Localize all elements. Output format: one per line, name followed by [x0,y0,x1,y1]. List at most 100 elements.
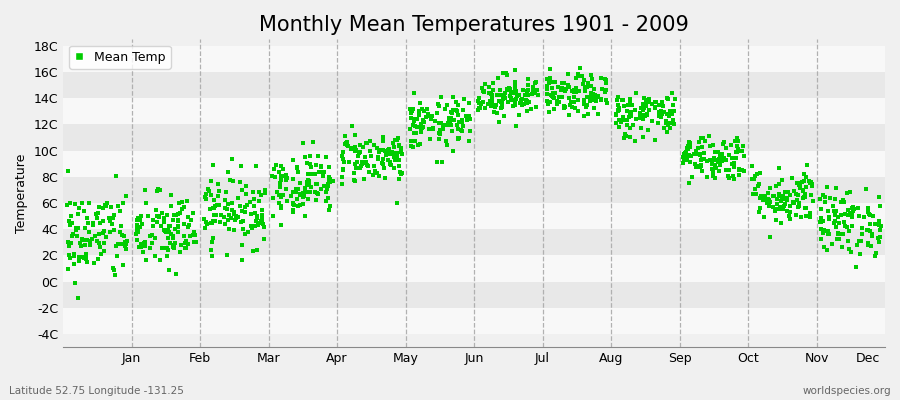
Point [394,170,409,176]
Point [171,223,185,229]
Point [796,178,811,184]
Point [492,119,507,125]
Point [510,92,525,98]
Point [776,192,790,199]
Point [96,240,111,246]
Point [406,106,420,112]
Point [477,88,491,94]
Point [472,105,486,112]
Point [88,210,103,217]
Point [338,141,353,148]
Point [541,108,555,115]
Point [649,99,663,105]
Point [130,225,145,232]
Point [159,229,174,236]
Point [667,108,681,114]
Point [225,155,239,162]
Point [437,106,452,112]
Point [355,159,369,166]
Point [822,231,836,238]
Point [569,85,583,91]
Point [139,200,153,206]
Point [381,147,395,153]
Point [385,140,400,146]
Point [682,159,697,166]
Point [485,100,500,107]
Point [828,212,842,218]
Point [432,130,446,136]
Point [583,98,598,105]
Point [115,200,130,206]
Point [476,89,491,95]
Point [347,132,362,139]
Point [697,150,711,156]
Point [405,108,419,114]
Point [816,192,831,198]
Point [107,227,122,234]
Point [315,172,329,179]
Point [559,86,573,92]
Point [497,112,511,119]
Point [374,146,388,153]
Point [799,212,814,219]
Point [873,234,887,240]
Point [454,117,469,123]
Point [635,101,650,107]
Point [336,166,350,173]
Point [445,122,459,128]
Point [512,92,526,98]
Point [366,172,381,178]
Point [719,144,733,151]
Point [288,189,302,196]
Point [586,97,600,104]
Point [827,208,842,214]
Point [707,157,722,164]
Point [713,151,727,157]
Point [546,94,561,100]
Point [703,157,717,163]
Point [796,178,810,185]
Point [452,135,466,142]
Point [392,134,406,141]
Point [817,226,832,233]
Point [387,144,401,150]
Point [171,218,185,224]
Point [427,125,441,131]
Point [273,184,287,190]
Point [805,180,819,187]
Point [628,107,643,114]
Point [320,186,334,192]
Point [717,139,732,146]
Point [719,167,733,174]
Point [722,175,736,182]
Point [254,192,268,198]
Point [580,111,595,117]
Point [774,220,788,226]
Point [816,228,831,234]
Point [441,115,455,121]
Point [292,192,307,198]
Point [668,95,682,102]
Point [422,126,436,132]
Point [502,85,517,92]
Point [220,201,235,208]
Point [207,212,221,219]
Point [225,207,239,214]
Point [184,217,199,223]
Point [586,95,600,102]
Point [245,225,259,231]
Point [114,222,129,229]
Point [623,124,637,131]
Point [297,192,311,199]
Point [357,176,372,183]
Point [100,200,114,206]
Point [780,208,795,214]
Point [450,136,464,143]
Point [611,108,625,114]
Point [319,154,333,160]
Point [246,247,260,254]
Point [663,120,678,126]
Point [314,169,328,176]
Point [684,152,698,159]
Point [66,233,80,239]
